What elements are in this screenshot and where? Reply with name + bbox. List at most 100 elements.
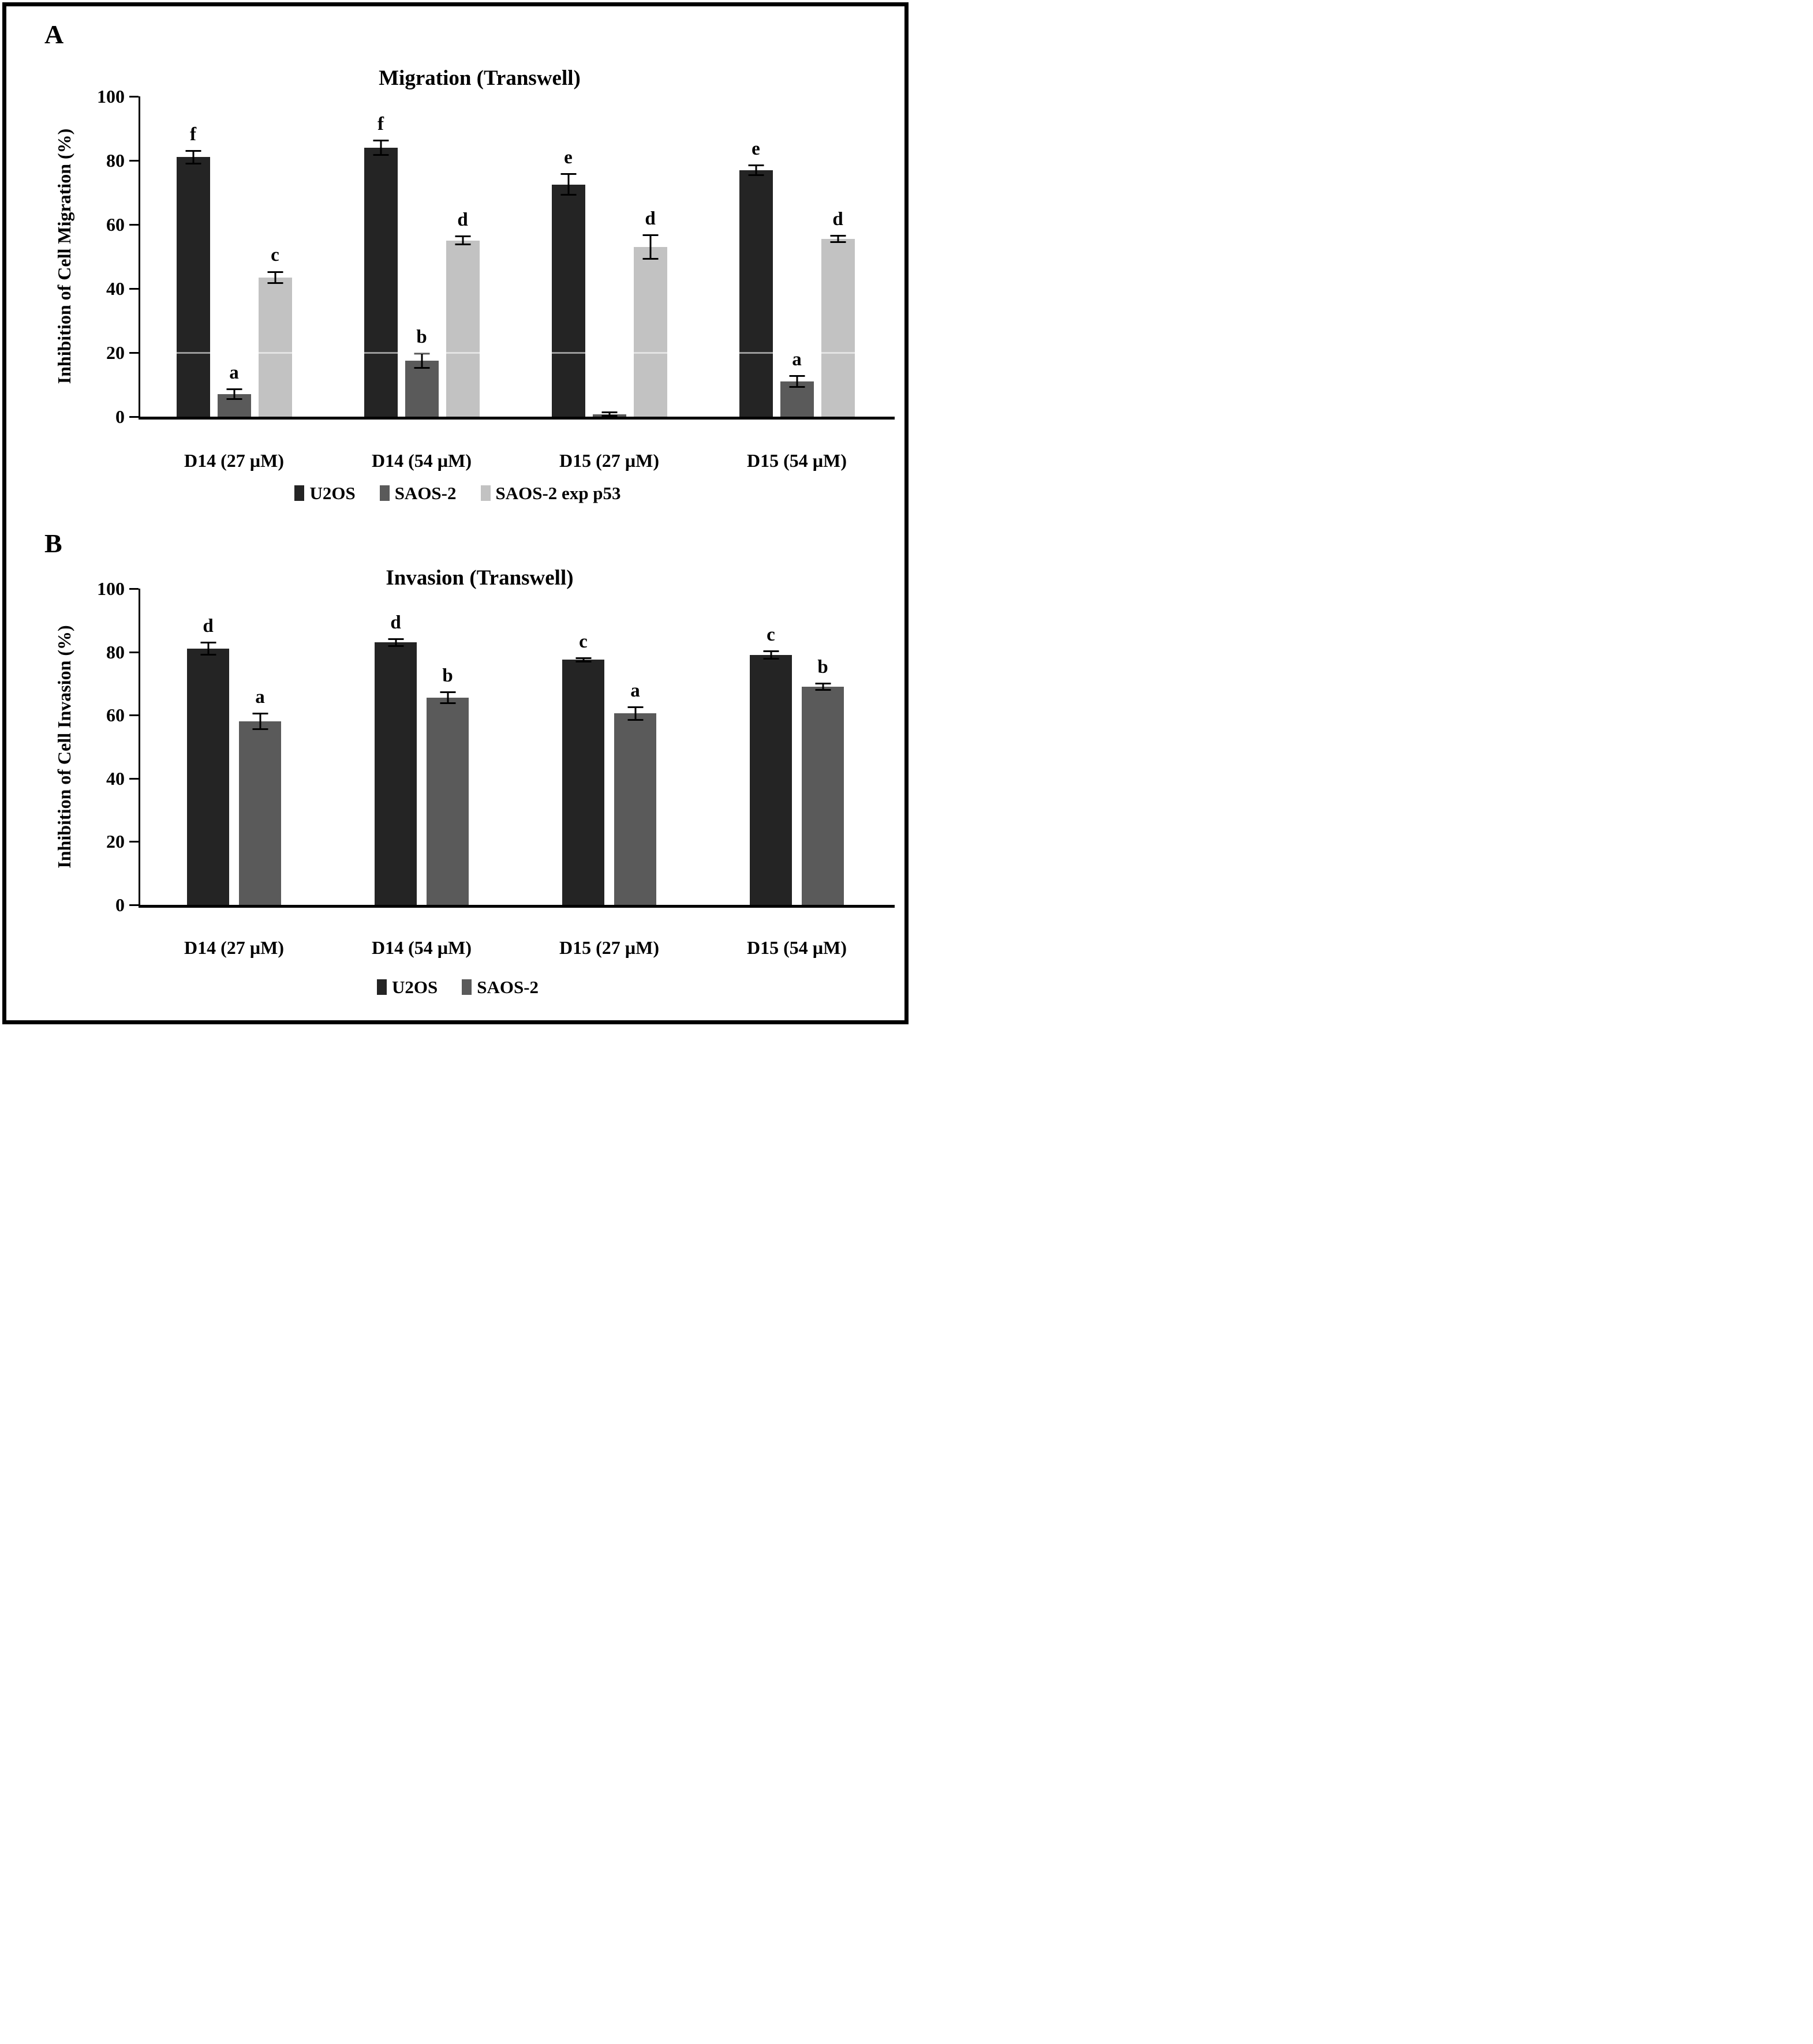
bar-cell: c xyxy=(258,96,292,417)
y-axis-tick xyxy=(129,224,139,226)
bar-cell: a xyxy=(239,589,281,905)
panel-b-plot-area: 0 20 40 60 80 100 d a d b c a c b D14 (27 µM) D14 (54 µ… xyxy=(6,514,904,1020)
significance-letter: e xyxy=(752,138,760,159)
x-axis-labels: D14 (27 µM) D14 (54 µM) D15 (27 µM) D15 (54… xyxy=(140,937,891,958)
y-axis-tick xyxy=(129,651,139,653)
bar-saos-2-exp-p53-group-3 xyxy=(633,246,667,417)
faint-gridline-20 xyxy=(140,352,891,354)
bar-cell: b xyxy=(427,589,469,905)
bar-u2os-group-2 xyxy=(364,147,398,417)
x-axis-line xyxy=(139,417,895,420)
y-axis-tick xyxy=(129,841,139,843)
bar-cell: f xyxy=(176,96,210,417)
y-axis-tick xyxy=(129,588,139,590)
significance-letter: d xyxy=(390,612,401,633)
legend-swatch xyxy=(379,485,390,501)
y-axis-tick xyxy=(129,160,139,162)
significance-letter: d xyxy=(203,616,214,637)
error-bar xyxy=(200,642,216,656)
y-axis-tick xyxy=(129,288,139,290)
bar-cell xyxy=(592,96,626,417)
x-tick-label-2: D14 (54 µM) xyxy=(371,450,472,471)
y-tick-label: 0 xyxy=(115,406,125,427)
x-tick-label-3: D15 (27 µM) xyxy=(559,450,660,471)
error-bar xyxy=(575,657,591,662)
bar-saos-2-group-2 xyxy=(405,360,439,417)
significance-letter: f xyxy=(190,123,196,145)
bar-cell: a xyxy=(614,589,656,905)
panel-a: A Migration (Transwell) Inhibition of Ce… xyxy=(6,6,904,514)
error-bar xyxy=(560,173,576,196)
figure-frame: A Migration (Transwell) Inhibition of Ce… xyxy=(2,2,909,1024)
y-tick-label: 20 xyxy=(106,342,125,363)
bar-cell: b xyxy=(802,589,844,905)
bar-saos-2-group-1 xyxy=(239,721,281,905)
bar-cell: d xyxy=(821,96,855,417)
y-tick-label: 80 xyxy=(106,641,125,662)
panel-b: B Invasion (Transwell) Inhibition of Cel… xyxy=(6,514,904,1020)
error-bar xyxy=(748,164,764,176)
panel-a-title: Migration (Transwell) xyxy=(379,66,581,90)
legend-item-u2os: U2OS xyxy=(376,978,438,996)
bar-u2os-group-3 xyxy=(562,660,604,905)
panel-a-plot-area: 0 20 40 60 80 100 f a c f b d e d e a d D14 (27 µM) D14 (5… xyxy=(6,6,904,514)
bar-saos-2-exp-p53-group-4 xyxy=(821,238,855,417)
bar-cell: b xyxy=(405,96,439,417)
error-bar xyxy=(440,691,455,705)
y-axis-tick xyxy=(129,96,139,98)
bar-cell: d xyxy=(187,589,229,905)
error-bar xyxy=(267,271,283,284)
y-tick-label: 100 xyxy=(97,86,125,107)
error-bar xyxy=(252,713,268,730)
legend-item-u2os: U2OS xyxy=(294,484,356,502)
significance-letter: f xyxy=(377,113,384,134)
bar-saos-2-group-4 xyxy=(802,686,844,905)
y-axis-line xyxy=(139,96,140,418)
x-tick-label-4: D15 (54 µM) xyxy=(746,450,847,471)
legend-label: SAOS-2 xyxy=(477,977,539,997)
bar-saos-2-exp-p53-group-1 xyxy=(258,277,292,417)
bar-cell: e xyxy=(551,96,585,417)
significance-letter: d xyxy=(457,209,468,231)
bar-u2os-group-1 xyxy=(187,649,229,905)
error-bar xyxy=(627,706,643,721)
significance-letter: b xyxy=(442,665,453,687)
bar-cell: f xyxy=(364,96,398,417)
x-axis-labels: D14 (27 µM) D14 (54 µM) D15 (27 µM) D15 (54… xyxy=(140,450,891,471)
significance-letter: a xyxy=(255,687,265,708)
significance-letter: b xyxy=(817,656,828,677)
legend-item-saos-2: SAOS-2 xyxy=(462,978,539,996)
significance-letter: d xyxy=(832,209,843,230)
legend-label: SAOS-2 xyxy=(394,483,457,503)
y-tick-label: 60 xyxy=(106,705,125,726)
y-axis-tick xyxy=(129,416,139,418)
bar-u2os-group-4 xyxy=(750,655,792,905)
bar-cell: e xyxy=(739,96,773,417)
x-tick-label-4: D15 (54 µM) xyxy=(746,937,847,958)
y-tick-label: 20 xyxy=(106,831,125,852)
x-tick-label-3: D15 (27 µM) xyxy=(559,937,660,958)
legend: U2OS SAOS-2 xyxy=(83,978,833,996)
y-axis-tick xyxy=(129,352,139,354)
bar-cell: d xyxy=(375,589,417,905)
bar-cell: c xyxy=(750,589,792,905)
error-bar xyxy=(789,375,805,388)
bar-cell: c xyxy=(562,589,604,905)
error-bar xyxy=(373,139,388,156)
error-bar xyxy=(185,149,201,165)
error-bar xyxy=(226,388,242,400)
error-bar xyxy=(414,353,429,369)
significance-letter: a xyxy=(630,680,640,702)
error-bar xyxy=(455,235,470,246)
y-axis-tick xyxy=(129,714,139,717)
legend-swatch xyxy=(462,979,472,995)
significance-letter: d xyxy=(645,208,656,229)
y-tick-label: 40 xyxy=(106,278,125,299)
bar-u2os-group-4 xyxy=(739,170,773,417)
